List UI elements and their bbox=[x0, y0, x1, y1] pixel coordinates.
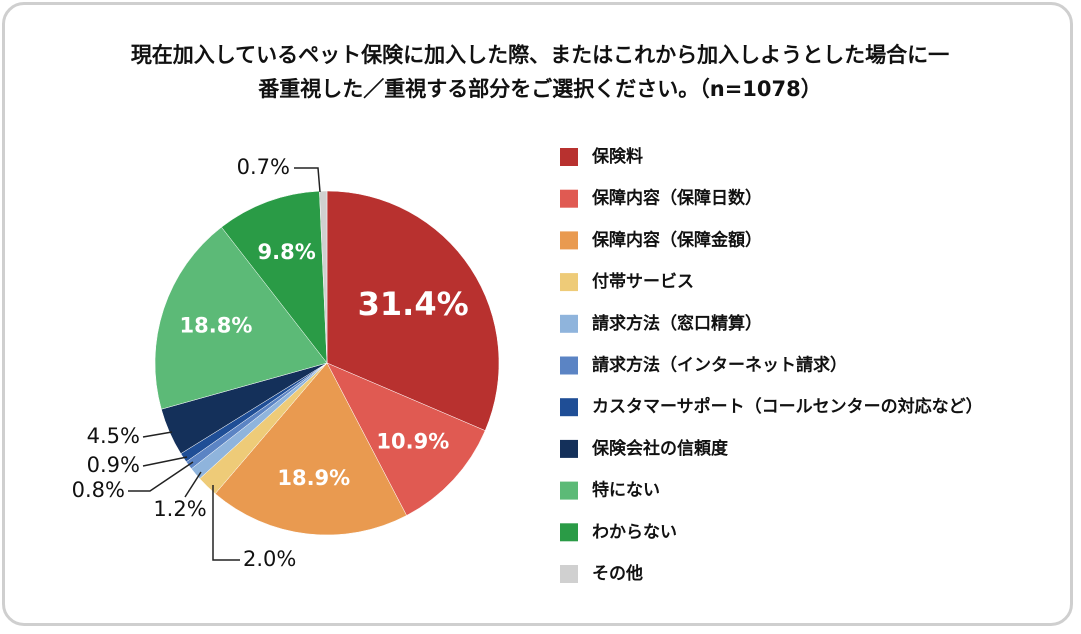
legend-swatch bbox=[560, 231, 578, 250]
data-label: 9.8% bbox=[258, 240, 316, 264]
legend-swatch bbox=[560, 148, 578, 166]
data-label: 18.8% bbox=[180, 313, 253, 337]
pie-slice bbox=[214, 362, 407, 536]
legend-label: 付帯サービス bbox=[592, 271, 694, 292]
data-label: 0.8% bbox=[72, 478, 125, 502]
leader-line bbox=[142, 431, 173, 438]
leader-line bbox=[142, 456, 188, 467]
legend-label: わからない bbox=[592, 522, 677, 542]
data-label: 10.9% bbox=[376, 429, 449, 453]
data-label: 0.9% bbox=[87, 453, 140, 477]
legend-swatch bbox=[560, 273, 578, 292]
leader-line bbox=[128, 461, 194, 492]
legend-label: 保障内容（保障金額） bbox=[591, 229, 762, 250]
legend-swatch bbox=[560, 481, 578, 500]
legend-swatch bbox=[560, 356, 578, 375]
legend-label: 保険会社の信頼度 bbox=[591, 438, 729, 459]
legend-label: 保障内容（保障日数） bbox=[591, 188, 762, 209]
legend-label: 請求方法（インターネット請求） bbox=[592, 355, 847, 376]
leader-line bbox=[294, 167, 321, 193]
legend-swatch bbox=[560, 314, 578, 333]
legend-swatch bbox=[560, 439, 578, 458]
data-label: 4.5% bbox=[87, 424, 140, 448]
leader-line bbox=[184, 471, 202, 498]
pie-slice bbox=[221, 190, 328, 364]
legend-swatch bbox=[560, 398, 578, 417]
legend-label: カスタマーサポート（コールセンターの対応など） bbox=[592, 396, 983, 417]
pie-slice bbox=[326, 190, 500, 431]
legend-swatch bbox=[560, 523, 578, 542]
pie-slice bbox=[326, 362, 486, 516]
data-label: 2.0% bbox=[243, 547, 296, 571]
pie-slice bbox=[154, 226, 328, 410]
frame bbox=[2, 2, 1073, 626]
leader-line bbox=[212, 485, 240, 561]
data-label: 0.7% bbox=[237, 155, 290, 179]
legend-label: 請求方法（窓口精算） bbox=[592, 313, 762, 334]
legend-swatch bbox=[560, 189, 578, 208]
legend-label: 保険料 bbox=[591, 146, 643, 167]
legend-label: 特にない bbox=[592, 480, 660, 501]
legend-label: その他 bbox=[592, 563, 643, 584]
data-label: 1.2% bbox=[153, 497, 206, 521]
data-label: 31.4% bbox=[358, 285, 469, 323]
data-label: 18.9% bbox=[277, 466, 350, 490]
chart-title: 現在加入しているペット保険に加入した際、またはこれから加入しようとした場合に一番… bbox=[130, 43, 950, 101]
legend-swatch bbox=[560, 565, 578, 583]
